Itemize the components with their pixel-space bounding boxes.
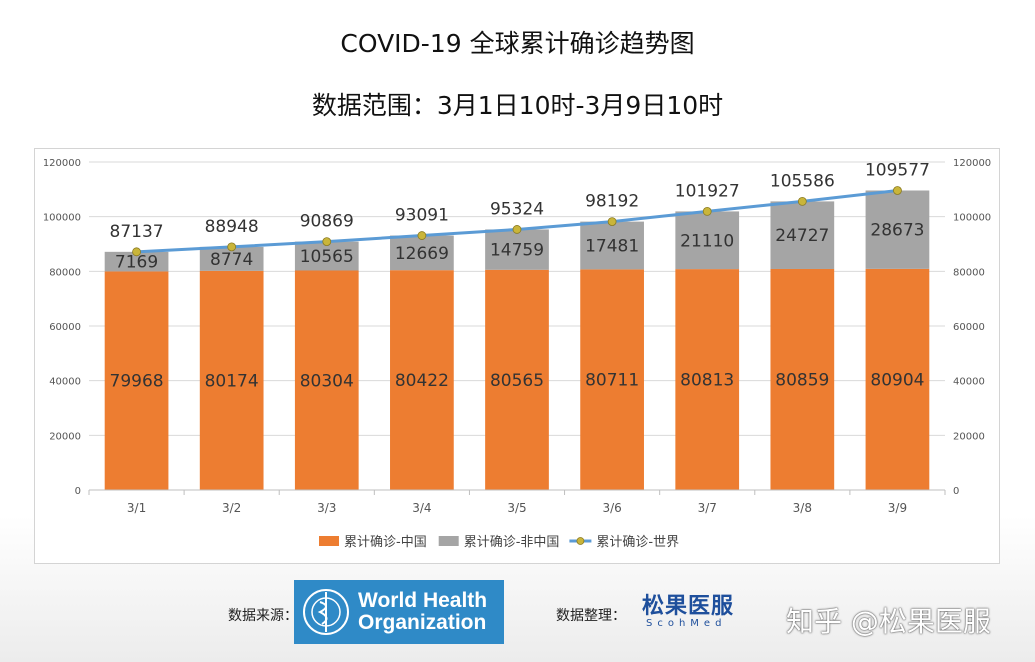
bar-non-china [770,201,835,269]
source-label: 数据来源： [228,608,298,624]
bar-china [104,271,169,490]
marker-world [893,186,902,195]
x-tick-label: 3/2 [222,501,241,515]
legend-marker-world [576,537,585,545]
data-label-non-china: 8774 [210,250,253,270]
legend-label: 累计确诊-世界 [596,535,679,550]
marker-world [227,242,237,252]
y2-tick-label: 0 [953,486,959,497]
data-label-china: 80711 [585,371,639,391]
data-label-world: 98192 [585,192,639,212]
x-tick-label: 3/7 [698,501,717,515]
data-label-china: 80422 [395,371,449,391]
marker-world [512,225,522,234]
y2-tick-label: 80000 [953,267,985,278]
data-label-world: 90869 [300,212,354,232]
bar-china [675,269,740,490]
bar-china [199,270,264,490]
bar-china [485,269,549,490]
x-tick-label: 3/6 [602,501,621,515]
legend-label: 累计确诊-中国 [344,535,427,550]
bar-china [294,270,359,490]
bar-china [580,269,644,490]
data-label-china: 80565 [490,371,544,391]
data-label-world: 93091 [395,206,449,226]
data-label-world: 95324 [490,199,544,219]
x-tick-label: 3/9 [888,501,907,515]
y2-tick-label: 100000 [953,213,991,224]
data-label-world: 88948 [205,217,259,237]
who-logo: World Health Organization [294,580,504,644]
data-label-china: 80813 [680,371,734,391]
x-tick-label: 3/3 [317,501,336,515]
data-label-non-china: 17481 [585,236,639,256]
marker-world [607,217,617,227]
legend-swatch [319,536,339,546]
scohmed-cn-name: 松果医服 [642,594,735,619]
y2-tick-label: 20000 [953,431,985,442]
y2-tick-label: 40000 [953,377,985,388]
y-tick-label: 0 [75,486,81,497]
bar-non-china [104,251,169,272]
bar-non-china [390,235,454,271]
bar-china [865,268,930,490]
data-label-world: 105586 [770,171,835,191]
marker-world [322,237,332,247]
bar-non-china [580,221,644,270]
x-tick-label: 3/4 [412,501,431,515]
legend-label: 累计确诊-非中国 [464,535,560,550]
data-label-non-china: 21110 [680,231,734,251]
data-label-china: 80859 [775,370,829,390]
y-tick-label: 120000 [43,158,81,169]
bar-china [770,268,835,490]
x-tick-label: 3/5 [507,501,526,515]
scohmed-logo: 松果医服 ScohMed [642,588,762,638]
data-label-world: 101927 [675,181,740,201]
marker-world [702,206,712,216]
y-tick-label: 20000 [49,431,81,442]
data-label-non-china: 24727 [775,226,829,246]
marker-world [132,247,141,257]
bar-non-china [485,229,549,270]
chart-svg: 0 20000 40000 60000 80000 100000 120000 0 20000 4… [43,158,991,550]
data-label-non-china: 10565 [300,247,354,267]
compiler-label: 数据整理： [556,608,626,624]
y-tick-label: 100000 [43,213,81,224]
bar-non-china [294,241,359,271]
data-label-non-china: 12669 [395,244,449,264]
marker-world [797,196,807,206]
y-tick-label: 40000 [49,377,81,388]
data-label-world: 109577 [865,160,930,180]
bar-china [390,270,454,490]
data-label-non-china: 28673 [870,221,924,241]
who-logo-text: World Health Organization [358,589,488,634]
y2-tick-label: 120000 [953,158,991,169]
y-tick-label: 60000 [49,322,81,333]
data-label-non-china: 14759 [490,241,544,261]
data-label-china: 80904 [870,370,924,390]
y2-tick-label: 60000 [953,322,985,333]
bar-non-china [675,211,740,270]
bar-non-china [865,190,930,269]
chart-subtitle: 数据范围：3月1日10时-3月9日10时 [311,91,724,120]
data-label-china: 80174 [205,371,259,391]
watermark: 知乎 @松果医服 [786,605,991,638]
data-label-non-china: 7169 [115,253,158,273]
bar-non-china [199,246,264,271]
legend-swatch [438,536,459,546]
chart-title: COVID-19 全球累计确诊趋势图 [340,29,695,58]
x-tick-label: 3/8 [793,501,812,515]
data-label-china: 80304 [300,371,354,391]
un-emblem-icon [303,589,349,635]
scohmed-en-name: ScohMed [646,618,727,629]
chart-area: 0 20000 40000 60000 80000 100000 120000 0 20000 4… [34,148,1000,564]
x-tick-label: 3/1 [127,501,146,515]
data-label-china: 79968 [110,372,164,392]
y-tick-label: 80000 [49,267,81,278]
marker-world [417,231,427,240]
data-label-world: 87137 [110,222,164,242]
